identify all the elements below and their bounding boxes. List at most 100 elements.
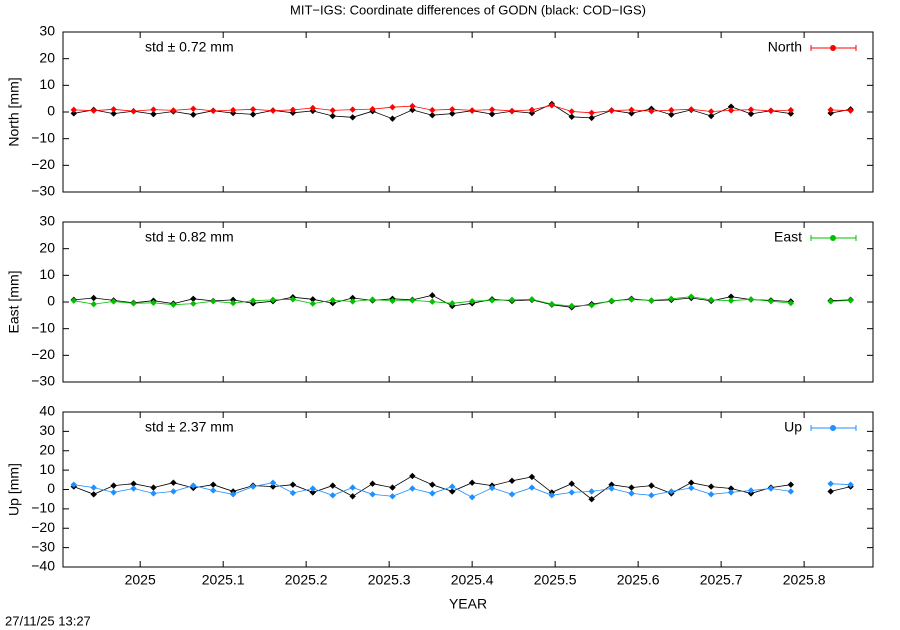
point — [727, 297, 735, 304]
point — [90, 294, 97, 302]
point — [668, 106, 675, 114]
point — [488, 484, 496, 492]
point — [449, 483, 456, 490]
point — [787, 488, 795, 495]
x-tick-label: 2025.8 — [783, 572, 826, 588]
point — [727, 293, 735, 300]
y-tick-label: 30 — [39, 213, 55, 229]
point — [488, 297, 496, 304]
y-tick-label: −20 — [31, 519, 55, 535]
point — [349, 106, 356, 113]
point — [528, 106, 536, 114]
point — [847, 481, 854, 488]
point — [468, 494, 476, 501]
point — [389, 297, 396, 305]
point — [190, 105, 197, 112]
point — [688, 106, 695, 113]
point — [389, 484, 396, 491]
series-line — [73, 103, 851, 120]
point — [289, 106, 297, 114]
point — [668, 295, 675, 302]
point — [827, 298, 834, 305]
point — [787, 110, 795, 117]
point — [309, 300, 317, 307]
point — [409, 472, 416, 480]
point — [707, 296, 715, 304]
y-tick-label: 20 — [39, 49, 55, 65]
legend-label: East — [774, 229, 802, 245]
point — [827, 488, 834, 495]
point — [130, 300, 137, 307]
y-tick-label: −20 — [31, 156, 55, 172]
y-tick-label: 40 — [39, 403, 55, 419]
y-axis-label: Up [mm] — [6, 463, 22, 516]
point — [548, 102, 556, 109]
point — [329, 107, 336, 114]
series-line — [73, 482, 851, 498]
point — [508, 477, 516, 484]
y-axis-label: North [mm] — [6, 77, 22, 146]
point — [707, 491, 715, 498]
point — [110, 482, 117, 489]
y-tick-label: −10 — [31, 500, 55, 516]
point — [588, 488, 595, 495]
point — [727, 485, 735, 492]
y-tick-label: −10 — [31, 319, 55, 335]
y-tick-label: −30 — [31, 538, 55, 554]
point — [468, 479, 476, 486]
point — [747, 487, 755, 494]
point — [409, 102, 416, 110]
point — [289, 296, 297, 303]
point — [648, 108, 655, 115]
point — [170, 488, 177, 495]
point — [130, 108, 137, 115]
point — [190, 111, 197, 118]
point — [468, 298, 476, 305]
chart-title: MIT−IGS: Coordinate differences of GODN … — [290, 2, 646, 17]
point — [309, 485, 317, 492]
point — [309, 489, 317, 496]
point — [648, 492, 655, 499]
point — [110, 110, 117, 117]
point — [289, 481, 297, 488]
y-tick-label: −10 — [31, 129, 55, 145]
point — [409, 485, 416, 492]
legend-dot — [830, 45, 836, 51]
point — [767, 298, 775, 305]
point — [528, 296, 536, 303]
point — [429, 112, 436, 119]
timestamp: 27/11/25 13:27 — [5, 613, 91, 628]
point — [528, 473, 536, 481]
point — [628, 484, 635, 491]
y-tick-label: −40 — [31, 558, 55, 574]
y-tick-label: −20 — [31, 346, 55, 362]
point — [329, 112, 336, 120]
legend-dot — [830, 235, 836, 241]
point — [787, 299, 795, 307]
x-tick-label: 2025.2 — [285, 572, 328, 588]
point — [508, 107, 516, 115]
point — [389, 115, 396, 122]
point — [309, 104, 317, 112]
point — [249, 297, 257, 304]
point — [648, 482, 655, 489]
point — [70, 106, 77, 114]
annotation: std ± 0.82 mm — [145, 229, 234, 245]
point — [429, 106, 436, 114]
point — [90, 300, 97, 308]
point — [229, 106, 237, 114]
y-tick-label: 20 — [39, 239, 55, 255]
point — [409, 106, 416, 114]
y-tick-label: 0 — [47, 293, 55, 309]
point — [568, 108, 575, 115]
point — [747, 110, 755, 118]
point — [429, 298, 436, 305]
point — [70, 481, 77, 488]
point — [150, 106, 157, 113]
y-tick-label: 20 — [39, 441, 55, 457]
point — [409, 297, 416, 304]
point — [767, 485, 775, 492]
point — [449, 106, 456, 113]
point — [429, 490, 436, 497]
point — [329, 296, 336, 304]
